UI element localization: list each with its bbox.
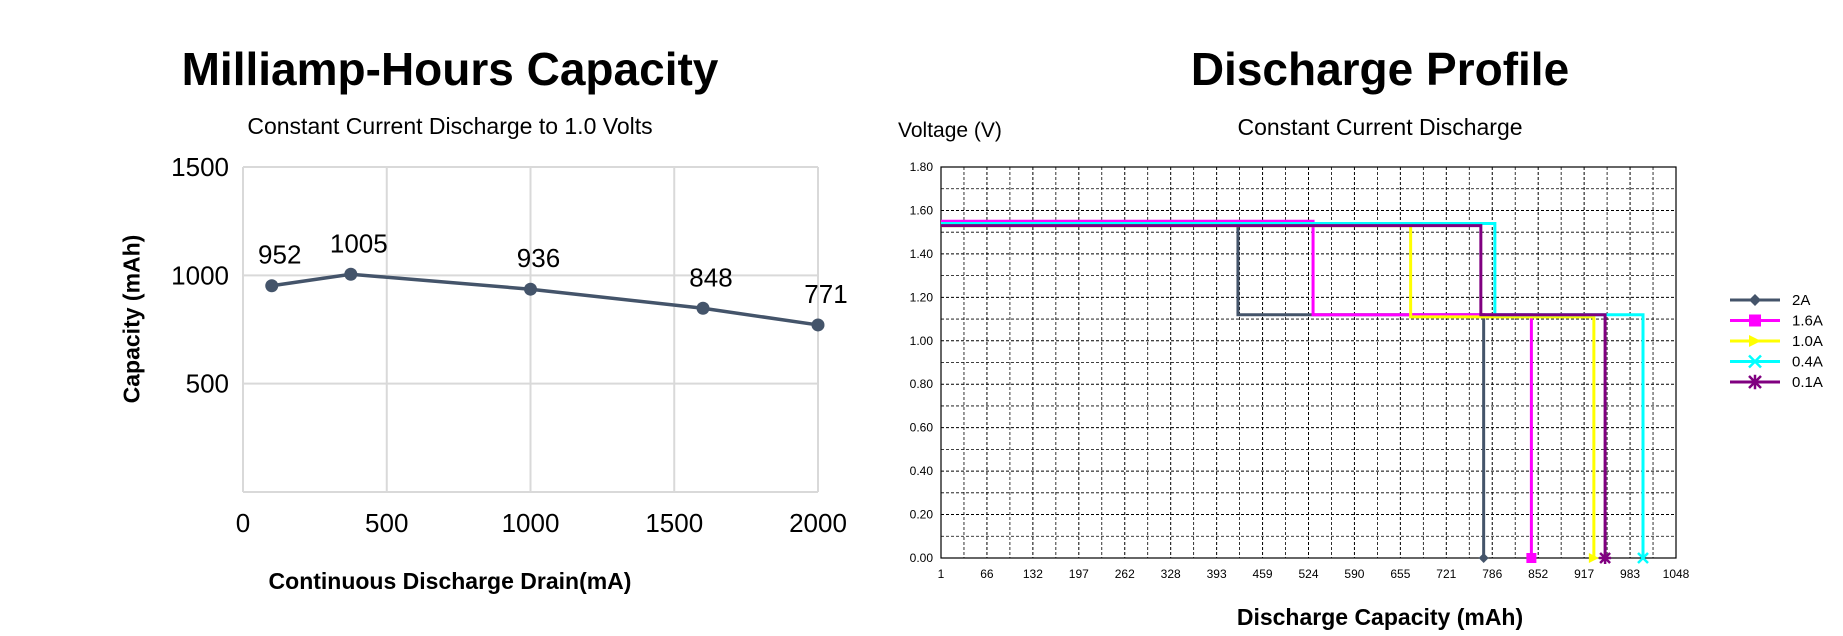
y-tick-label: 0.40	[910, 464, 934, 478]
legend-label: 1.0A	[1792, 333, 1823, 350]
x-tick-label: 786	[1482, 567, 1502, 581]
x-tick-label: 132	[1023, 567, 1043, 581]
capacity-chart-panel: Milliamp-Hours Capacity Constant Current…	[0, 0, 900, 636]
legend-marker	[1749, 335, 1761, 347]
x-tick-label: 1000	[502, 508, 560, 538]
x-tick-label: 1	[938, 567, 945, 581]
capacity-data-point	[811, 318, 825, 332]
x-tick-label: 721	[1436, 567, 1456, 581]
capacity-chart-title: Milliamp-Hours Capacity	[181, 43, 719, 95]
x-tick-label: 1500	[645, 508, 703, 538]
y-tick-label: 0.20	[910, 508, 934, 522]
x-tick-label: 655	[1390, 567, 1410, 581]
legend-marker	[1747, 374, 1763, 390]
capacity-data-label: 936	[517, 243, 560, 273]
capacity-chart-xlabel: Continuous Discharge Drain(mA)	[268, 568, 632, 594]
x-tick-label: 393	[1207, 567, 1227, 581]
x-tick-label: 917	[1574, 567, 1594, 581]
discharge-profile-panel: Discharge Profile Constant Current Disch…	[880, 0, 1843, 636]
y-tick-label: 1.00	[910, 334, 934, 348]
legend-marker	[1749, 314, 1761, 327]
discharge-profile-subtitle: Constant Current Discharge	[1237, 114, 1523, 140]
capacity-data-point	[344, 267, 358, 281]
y-tick-label: 1.20	[910, 290, 934, 304]
x-tick-label: 328	[1161, 567, 1181, 581]
capacity-chart-subtitle: Constant Current Discharge to 1.0 Volts	[247, 113, 653, 139]
x-tick-label: 1048	[1663, 567, 1690, 581]
legend-label: 0.1A	[1792, 374, 1823, 391]
y-tick-label: 1.80	[910, 160, 934, 174]
x-tick-label: 2000	[789, 508, 847, 538]
capacity-data-point	[524, 282, 537, 296]
capacity-chart-plot: 0 500 1000 1500 2000 500 1000 1500 952 1005 936 848…	[171, 152, 848, 538]
capacity-data-label: 952	[258, 240, 301, 270]
series-end-marker	[1637, 552, 1649, 564]
series-line-2A	[941, 221, 1486, 558]
x-tick-label: 852	[1528, 567, 1548, 581]
capacity-data-point	[696, 301, 710, 315]
series-end-marker	[1526, 553, 1537, 563]
x-tick-label: 197	[1069, 567, 1089, 581]
x-tick-label: 500	[365, 508, 408, 538]
x-tick-label: 459	[1253, 567, 1273, 581]
y-tick-label: 1500	[171, 152, 229, 182]
capacity-data-label: 1005	[330, 228, 388, 258]
capacity-data-label: 848	[689, 262, 732, 292]
y-tick-label: 0.00	[910, 551, 934, 565]
legend-label: 2A	[1792, 292, 1810, 309]
y-tick-label: 0.60	[910, 421, 934, 435]
capacity-series-line	[271, 272, 819, 327]
y-tick-label: 500	[186, 369, 229, 399]
x-tick-label: 524	[1298, 567, 1318, 581]
series-line-1-6A	[941, 219, 1533, 558]
legend-marker	[1748, 354, 1762, 369]
series-end-marker	[1599, 552, 1612, 564]
legend-marker	[1749, 294, 1761, 306]
discharge-profile-title: Discharge Profile	[1190, 43, 1570, 95]
discharge-profile-ylabel: Voltage (V)	[898, 119, 1002, 142]
legend-label: 1.6A	[1792, 313, 1823, 330]
plot-frame	[940, 166, 1677, 559]
x-tick-label: 983	[1620, 567, 1640, 581]
y-tick-label: 1.60	[910, 203, 934, 217]
legend-label: 0.4A	[1792, 354, 1823, 371]
y-tick-label: 1000	[171, 260, 229, 290]
y-tick-label: 0.80	[910, 377, 934, 391]
series-end-marker	[1588, 553, 1599, 563]
x-tick-label: 0	[236, 508, 250, 538]
capacity-data-point	[265, 279, 279, 293]
series-end-marker	[1478, 553, 1489, 563]
discharge-profile-xlabel: Discharge Capacity (mAh)	[1236, 604, 1524, 630]
capacity-data-label: 771	[804, 279, 847, 309]
x-tick-label: 262	[1115, 567, 1135, 581]
series-line-0-1A	[941, 224, 1607, 558]
x-tick-label: 66	[980, 567, 994, 581]
discharge-profile-plot: 1 66 132 197 262 328 393 459 524 590 655 721 786 852 9…	[910, 160, 1823, 581]
y-tick-label: 1.40	[910, 247, 934, 261]
x-tick-label: 590	[1344, 567, 1364, 581]
